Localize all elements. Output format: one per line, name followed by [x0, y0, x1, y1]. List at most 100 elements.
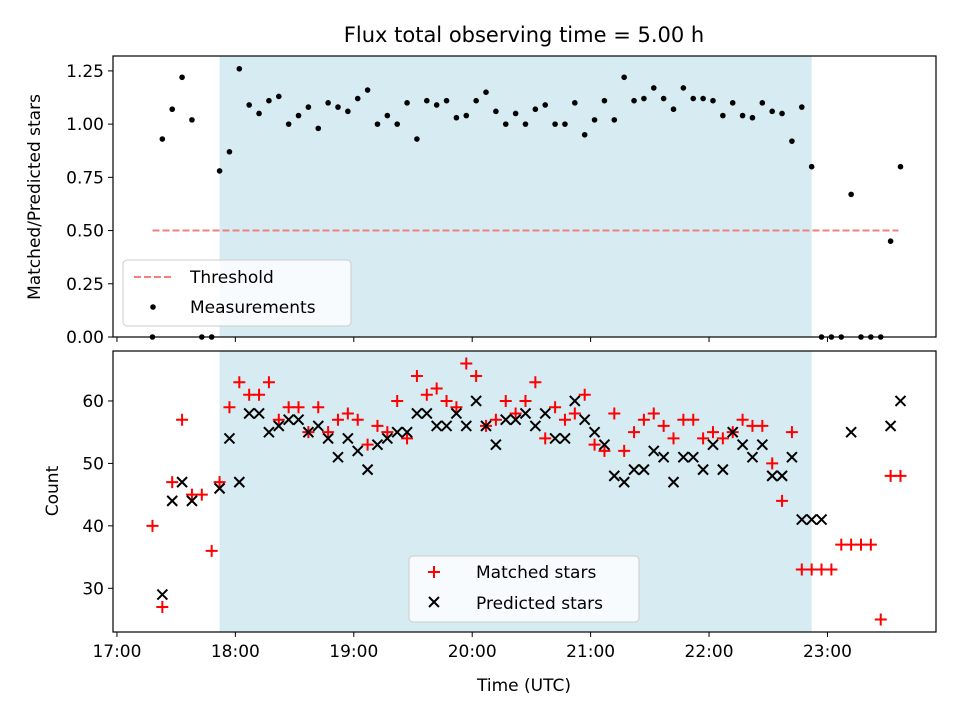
predicted-star-point [815, 513, 828, 526]
chart-title: Flux total observing time = 5.00 h [344, 23, 704, 47]
matched-star-point [361, 438, 374, 451]
matched-star-point [697, 432, 710, 445]
matched-star-point [657, 419, 670, 432]
matched-star-point [371, 419, 384, 432]
predicted-star-point [233, 476, 246, 488]
measurement-point [749, 114, 756, 121]
measurement-point [779, 110, 785, 117]
matched-star-point [166, 476, 179, 489]
measurement-point [374, 121, 381, 127]
matched-star-point [687, 413, 700, 426]
predicted-star-point [717, 463, 729, 476]
x-tick-label: 17:00 [92, 642, 141, 662]
measurement-point [887, 238, 894, 245]
measurement-point [552, 121, 558, 127]
measurement-point [424, 97, 430, 104]
predicted-star-point [805, 513, 818, 526]
matched-star-point [499, 394, 512, 407]
measurement-point [433, 102, 440, 108]
predicted-star-point [736, 438, 749, 451]
matched-star-point [628, 426, 641, 439]
matched-star-point [558, 413, 571, 426]
predicted-star-point [322, 432, 334, 445]
matched-star-point [450, 401, 463, 414]
measurement-point [798, 104, 805, 110]
measurement-point [364, 87, 371, 93]
predicted-star-point [746, 451, 759, 463]
top-x-ticks [116, 337, 828, 342]
predicted-star-point [156, 588, 169, 601]
matched-star-point [647, 407, 660, 420]
predicted-star-point [677, 451, 690, 463]
measurement-point [493, 108, 499, 115]
measurement-point [169, 106, 176, 113]
top-plot-frame [112, 55, 937, 338]
measurement-point [650, 85, 657, 91]
predicted-star-point [263, 426, 275, 438]
predicted-star-point [618, 476, 630, 488]
y-tick-label: 1.25 [66, 62, 104, 82]
matched-star-point [756, 419, 769, 432]
bottom-y-axis-label: Count [43, 465, 63, 516]
predicted-star-point [273, 420, 285, 432]
measurement-point [473, 97, 479, 104]
measurement-point [897, 163, 904, 170]
measurement-point [572, 100, 578, 106]
predicted-star-point [667, 476, 680, 488]
measurement-point [305, 104, 312, 110]
predicted-star-point [796, 513, 808, 526]
matched-star-point [716, 432, 729, 445]
measurement-point [266, 97, 272, 104]
predicted-star-point [391, 426, 403, 438]
matched-star-point [549, 401, 562, 414]
predicted-legend-label: Predicted stars [476, 594, 603, 614]
x-tick-label: 23:00 [803, 642, 852, 662]
predicted-star-point [569, 395, 581, 407]
measurement-point [631, 97, 637, 104]
matched-star-point [401, 432, 414, 445]
matched-star-point [578, 388, 591, 401]
measurements-legend-label: Measurements [190, 298, 316, 318]
y-tick-label: 0.50 [66, 222, 104, 242]
measurement-point [601, 97, 608, 104]
predicted-star-point [371, 438, 384, 451]
predicted-star-point [539, 407, 551, 420]
matched-star-point [213, 476, 226, 489]
predicted-star-point [657, 451, 670, 463]
matched-star-point [776, 494, 789, 507]
predicted-star-point [460, 420, 472, 432]
bottom-legend: Matched stars Predicted stars [408, 555, 640, 623]
measurement-point [295, 112, 302, 119]
measurement-point [189, 117, 195, 123]
matched-star-point [312, 401, 325, 414]
measurement-point [285, 121, 292, 127]
matched-star-point [341, 407, 354, 420]
measurement-point [216, 168, 223, 174]
matched-star-point [195, 488, 208, 501]
predicted-star-point [638, 463, 650, 476]
predicted-star-point [361, 463, 374, 476]
y-tick-label: 30 [82, 579, 104, 599]
predicted-star-point [756, 438, 769, 451]
predicted-star-point [166, 495, 178, 507]
measurement-point [443, 97, 450, 104]
predicted-star-point [243, 407, 255, 420]
matched-star-point [440, 394, 453, 407]
predicted-star-point [500, 413, 512, 426]
matched-star-point [519, 394, 532, 407]
measurement-point [325, 100, 331, 106]
matched-star-point [205, 544, 218, 557]
predicted-star-point [411, 407, 423, 420]
measurement-point [700, 95, 706, 102]
predicted-star-point [845, 426, 857, 438]
measurement-point [463, 112, 470, 119]
matched-star-point [460, 357, 473, 370]
predicted-star-point [401, 426, 413, 438]
matched-star-point [825, 563, 838, 576]
y-tick-label: 0.00 [66, 328, 104, 348]
predicted-star-point [786, 451, 798, 463]
y-tick-label: 50 [82, 454, 104, 474]
bottom-panel: 30 40 50 60 17:00 18:00 19:00 20:00 21:00 22:00 2… [43, 350, 937, 696]
predicted-star-point [598, 438, 611, 451]
matched-star-point [637, 413, 650, 426]
